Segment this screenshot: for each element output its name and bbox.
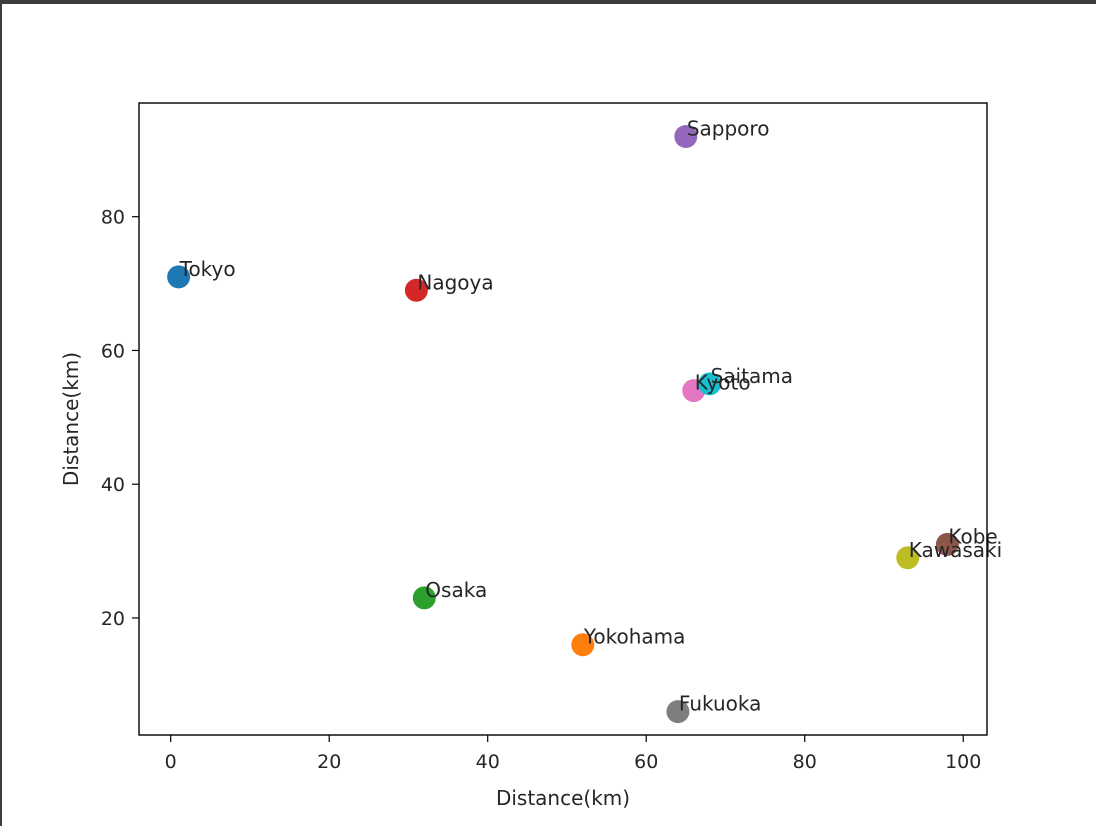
data-point-label: Yokohama — [583, 625, 686, 649]
x-axis-label: Distance(km) — [496, 786, 630, 810]
data-point — [571, 633, 595, 657]
y-axis-ticks: 20 40 60 80 — [101, 207, 139, 630]
y-tick-label: 60 — [101, 340, 125, 362]
x-tick-label: 40 — [476, 751, 500, 773]
plot-area-frame — [138, 102, 988, 736]
data-point — [666, 700, 690, 724]
data-point — [698, 372, 722, 396]
y-tick-label: 40 — [101, 474, 125, 496]
x-axis-ticks: 0 20 40 60 80 100 — [165, 735, 981, 773]
y-tick-label: 20 — [101, 608, 125, 630]
x-tick-label: 0 — [165, 751, 177, 773]
data-point-label: Kyoto — [695, 371, 751, 395]
data-point-label: Nagoya — [417, 270, 493, 294]
data-point — [404, 278, 428, 302]
x-tick-label: 60 — [634, 751, 658, 773]
x-tick-label: 100 — [945, 751, 981, 773]
data-point — [167, 265, 191, 289]
data-point — [935, 532, 959, 556]
data-point-label: Kobe — [948, 524, 997, 548]
data-point-label: Kawasaki — [909, 538, 1002, 562]
y-tick-label: 80 — [101, 207, 125, 229]
labels-layer: Tokyo Yokohama Osaka Nagoya Sapporo Kobe Kyoto… — [179, 116, 1003, 715]
data-point — [896, 546, 920, 570]
x-tick-label: 20 — [317, 751, 341, 773]
data-point-label: Sapporo — [687, 116, 770, 140]
data-point-label: Fukuoka — [679, 692, 761, 716]
data-point-label: Tokyo — [179, 257, 236, 281]
data-point — [674, 124, 698, 148]
y-axis-label: Distance(km) — [59, 352, 83, 486]
data-point-label: Saitama — [711, 364, 793, 388]
points-layer — [167, 124, 959, 724]
x-tick-label: 80 — [793, 751, 817, 773]
data-point-label: Osaka — [425, 578, 487, 602]
data-point — [412, 586, 436, 610]
